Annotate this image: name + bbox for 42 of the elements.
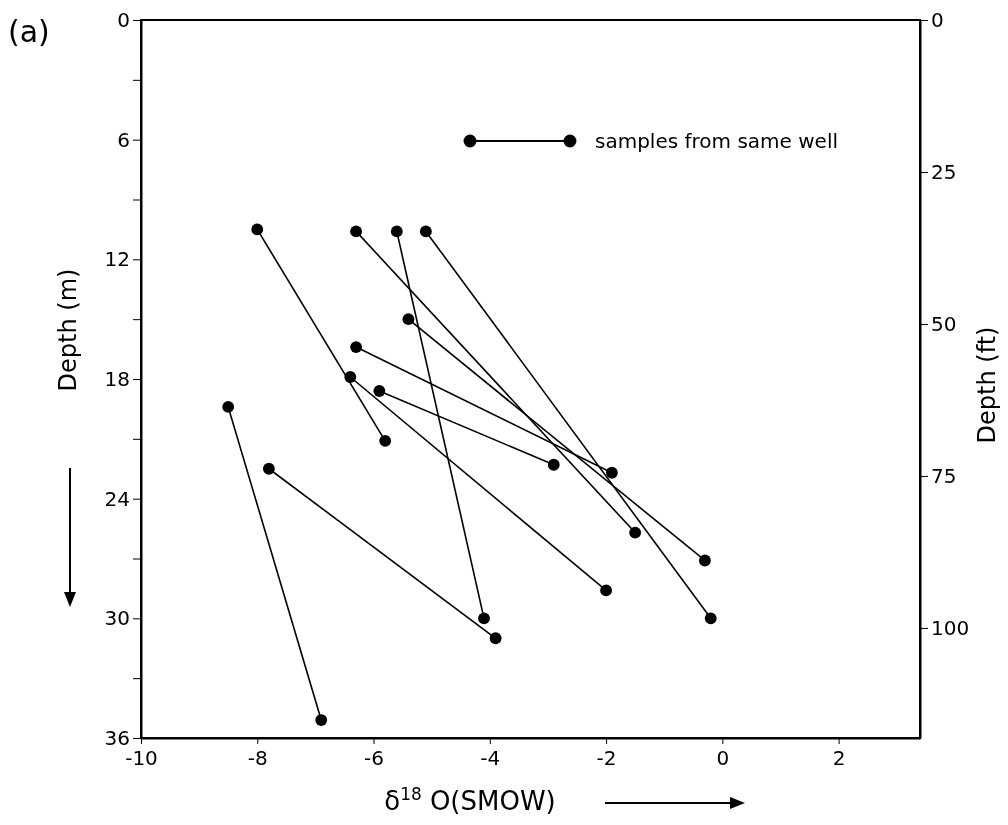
y-tick-label: 6 [117,127,130,152]
chart-title: (a) [8,14,50,49]
point [350,225,363,238]
point [350,341,363,353]
y-tick-label: 0 [117,7,130,32]
y2-tick-label: 50 [931,311,957,336]
point [605,466,618,479]
y2-tick-label: 100 [931,615,970,640]
point [629,526,642,539]
legend-label: samples from same well [595,129,838,153]
point [478,612,490,625]
y-tick-label: 18 [104,366,130,391]
y2-axis-title: Depth (ft) [973,326,1001,444]
x-tick-label: -2 [596,746,617,770]
point [373,385,386,397]
y-tick-label: 24 [104,486,130,511]
point [390,225,403,238]
point [379,434,392,447]
x-tick-label: -4 [480,746,501,770]
point [402,313,415,326]
x-tick-label: 2 [832,746,846,770]
x-tick-label: 0 [716,746,730,770]
point [489,632,502,645]
point [419,225,432,238]
y2-tick-label: 75 [931,463,957,488]
y-tick-label: 12 [104,247,130,272]
point [344,371,357,383]
point [222,401,235,413]
y2-tick-label: 0 [931,7,944,32]
point [600,584,612,597]
y-axis-title: Depth (m) [54,268,82,392]
point [262,462,275,475]
point [698,554,711,567]
y2-tick-label: 25 [931,159,957,184]
x-axis-title: δ$^{18}$ O(SMOW) [384,784,556,816]
point [704,612,717,625]
x-tick-label: -6 [364,746,385,770]
point [315,714,328,726]
point [547,458,560,471]
point [251,223,264,236]
x-tick-label: -8 [247,746,268,770]
y-tick-label: 30 [104,606,130,631]
